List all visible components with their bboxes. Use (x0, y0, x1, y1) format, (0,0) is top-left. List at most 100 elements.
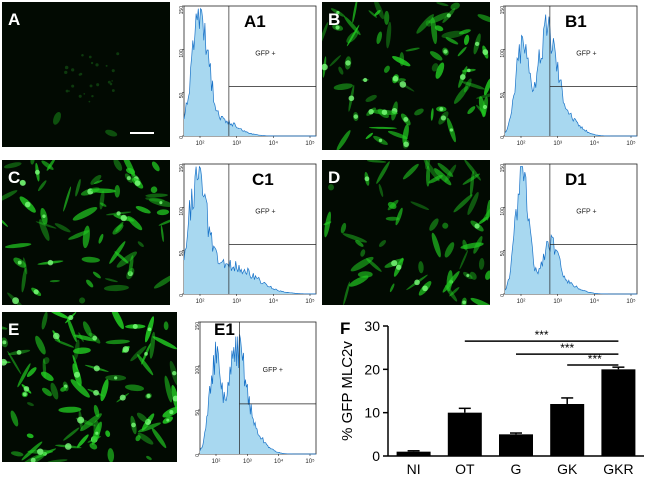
y-tick-label: 0 (195, 454, 201, 457)
y-tick-label: 150 (500, 6, 506, 15)
fluorescent-cell (30, 160, 35, 165)
fluorescent-cell (90, 174, 102, 185)
fluorescent-cell (75, 178, 81, 197)
fluorescent-cell (328, 184, 334, 191)
cell-layer (322, 2, 490, 150)
fluorescent-nucleus (131, 422, 136, 428)
fluorescent-nucleus (345, 60, 351, 66)
fluorescent-cell (357, 271, 373, 278)
y-tick-label: 50 (179, 250, 185, 256)
x-tick-label: 10² (196, 299, 205, 305)
fluorescent-cell (156, 209, 170, 216)
gate-label: GFP + (255, 208, 275, 215)
bar-chart-f: F 0 10 20 30 % GFP MLC2v NI OT G GK GKR *** *** *** (330, 308, 660, 482)
fluorescent-cell (416, 14, 434, 34)
fluorescent-cell (73, 347, 91, 354)
fluorescent-cell (128, 255, 134, 276)
fluorescent-nucleus (126, 176, 131, 181)
faint-cell (64, 70, 68, 75)
fluorescent-nucleus (144, 352, 148, 356)
fluorescent-nucleus (93, 389, 99, 396)
panel-label-b1: B1 (565, 12, 587, 31)
x-tick-label: 10⁴ (269, 298, 279, 305)
fluorescent-cell (35, 221, 57, 229)
y-tick-label: 20 (364, 361, 380, 377)
fluorescent-cell (72, 354, 78, 371)
significance-label: *** (535, 328, 549, 342)
fluorescent-cell (425, 160, 431, 170)
fluorescent-nucleus (2, 340, 7, 345)
faint-cell (90, 61, 94, 65)
fluorescent-cell (336, 130, 351, 150)
fluorescent-nucleus (172, 371, 177, 376)
fluorescent-cell (384, 10, 390, 25)
fluorescent-cell (423, 160, 440, 182)
fluorescent-cell (343, 281, 350, 305)
fluorescent-nucleus (353, 114, 359, 119)
fluorescent-cell (442, 222, 449, 229)
fluorescent-cell (54, 223, 71, 233)
fluorescent-cell (426, 165, 431, 187)
histogram-d1: 150 100 50 0 10² 10³ 10⁴ 10⁵ GFP + D1 (493, 160, 641, 308)
fluorescent-nucleus (30, 457, 36, 462)
fluorescent-nucleus (92, 335, 98, 341)
fluorescent-cell (429, 218, 439, 231)
y-tick-label: 150 (179, 6, 185, 15)
faint-cell (91, 94, 94, 98)
category-label: OT (455, 461, 475, 477)
faint-cell (65, 89, 69, 93)
category-label: G (511, 461, 522, 477)
y-tick-label: 0 (179, 136, 185, 139)
fluorescent-cell (482, 204, 490, 222)
y-tick-label: 0 (500, 294, 506, 297)
fluorescent-cell (39, 219, 50, 241)
fluorescent-nucleus (422, 285, 428, 292)
fluorescent-cell (368, 126, 397, 129)
faint-cell (96, 83, 100, 87)
cell-layer (323, 160, 490, 305)
fluorescent-cell (163, 321, 169, 331)
micrograph-e: E (2, 312, 177, 462)
fluorescent-nucleus (439, 107, 444, 111)
fluorescent-cell (366, 160, 387, 163)
fluorescent-cell (378, 240, 387, 247)
cell-layer (2, 312, 177, 462)
fluorescent-cell (145, 197, 165, 202)
y-tick-label: 0 (500, 136, 506, 139)
micrograph-d: D (322, 160, 490, 305)
fluorescent-nucleus (467, 68, 471, 73)
fluorescent-cell (60, 386, 67, 392)
micrograph-b: B (322, 2, 490, 150)
y-tick-label: 0 (372, 448, 380, 464)
y-tick-label: 50 (500, 92, 506, 98)
faint-cell (105, 64, 108, 67)
fluorescent-cell (93, 404, 100, 418)
fluorescent-nucleus (368, 109, 374, 115)
fluorescent-cell (135, 435, 141, 442)
histogram-fill (200, 334, 316, 454)
fluorescent-cell (340, 222, 347, 234)
fluorescent-cell (130, 345, 147, 362)
fluorescent-cell (462, 173, 480, 185)
fluorescent-cell (333, 83, 353, 91)
fluorescent-cell (58, 406, 82, 413)
fluorescent-cell (2, 326, 8, 330)
panel-label-c1: C1 (252, 170, 274, 189)
fluorescent-cell (478, 258, 485, 270)
y-tick-label: 100 (179, 49, 185, 58)
fluorescent-cell (365, 132, 373, 140)
fluorescent-nucleus (396, 264, 402, 270)
fluorescent-nucleus (77, 416, 85, 424)
y-axis-label: % GFP MLC2v (339, 341, 356, 441)
fluorescent-cell (376, 161, 390, 184)
fluorescent-cell (43, 357, 50, 365)
faint-cell (116, 52, 120, 56)
faint-cell (79, 72, 83, 76)
gate-label: GFP + (576, 208, 596, 215)
fluorescent-cell (418, 261, 424, 274)
fluorescent-nucleus (144, 418, 152, 426)
category-label: GKR (603, 461, 633, 477)
fluorescent-cell (350, 256, 374, 272)
fluorescent-cell (100, 379, 109, 402)
panel-label-a1: A1 (244, 12, 266, 31)
